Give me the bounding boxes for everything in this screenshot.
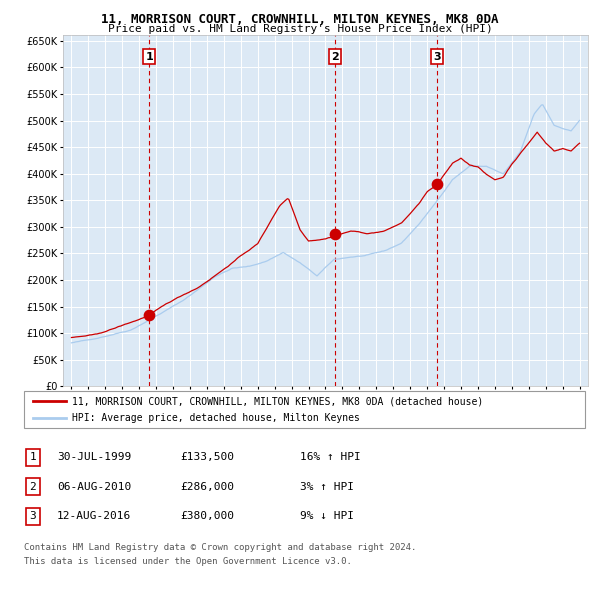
Text: 2: 2 — [331, 52, 339, 62]
Text: 9% ↓ HPI: 9% ↓ HPI — [300, 512, 354, 521]
Text: 06-AUG-2010: 06-AUG-2010 — [57, 482, 131, 491]
Text: HPI: Average price, detached house, Milton Keynes: HPI: Average price, detached house, Milt… — [72, 412, 360, 422]
Text: £133,500: £133,500 — [180, 453, 234, 462]
Text: Contains HM Land Registry data © Crown copyright and database right 2024.: Contains HM Land Registry data © Crown c… — [24, 543, 416, 552]
Text: 3: 3 — [29, 512, 37, 521]
Point — [144, 311, 154, 320]
Text: 11, MORRISON COURT, CROWNHILL, MILTON KEYNES, MK8 0DA (detached house): 11, MORRISON COURT, CROWNHILL, MILTON KE… — [72, 396, 483, 407]
Point — [432, 179, 442, 189]
Text: Price paid vs. HM Land Registry's House Price Index (HPI): Price paid vs. HM Land Registry's House … — [107, 24, 493, 34]
Text: £286,000: £286,000 — [180, 482, 234, 491]
Text: 16% ↑ HPI: 16% ↑ HPI — [300, 453, 361, 462]
Text: 3% ↑ HPI: 3% ↑ HPI — [300, 482, 354, 491]
Text: 2: 2 — [29, 482, 37, 491]
Text: 11, MORRISON COURT, CROWNHILL, MILTON KEYNES, MK8 0DA: 11, MORRISON COURT, CROWNHILL, MILTON KE… — [101, 13, 499, 26]
Text: 1: 1 — [145, 52, 153, 62]
Text: 30-JUL-1999: 30-JUL-1999 — [57, 453, 131, 462]
Text: 1: 1 — [29, 453, 37, 462]
Text: This data is licensed under the Open Government Licence v3.0.: This data is licensed under the Open Gov… — [24, 557, 352, 566]
Point — [331, 230, 340, 239]
Text: £380,000: £380,000 — [180, 512, 234, 521]
Text: 3: 3 — [433, 52, 441, 62]
Text: 12-AUG-2016: 12-AUG-2016 — [57, 512, 131, 521]
